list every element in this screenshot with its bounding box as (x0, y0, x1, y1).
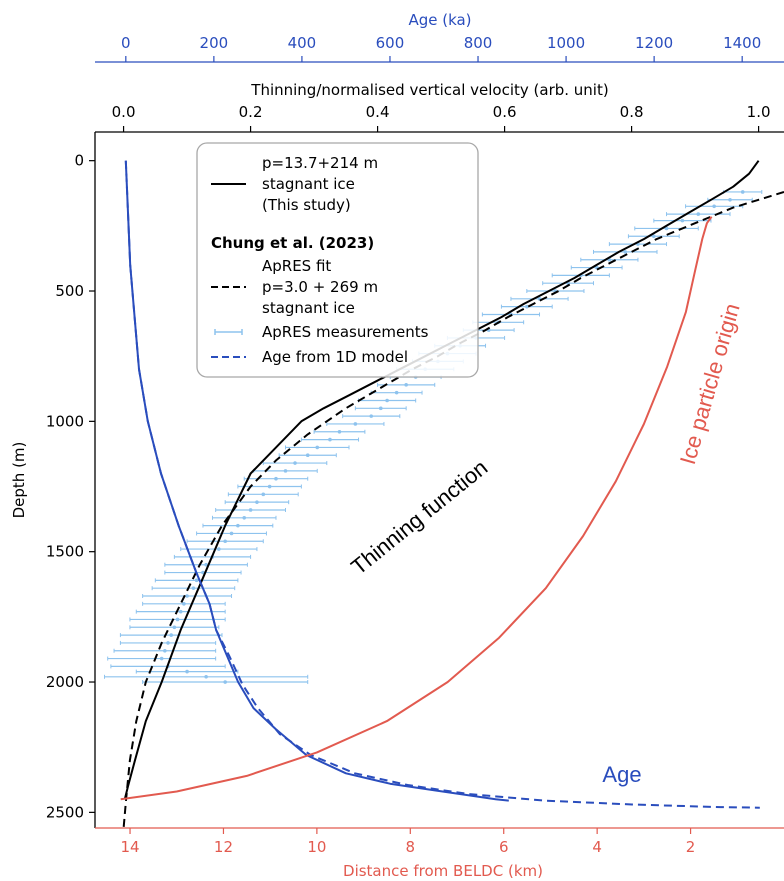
apres-measurement-point (204, 675, 208, 679)
distance-axis-tick-label: 14 (120, 838, 139, 856)
depth-axis-tick-label: 1000 (46, 412, 84, 430)
apres-measurement-point (385, 398, 389, 403)
apres-measurement-point (223, 539, 227, 544)
apres-measurement-point (378, 406, 383, 411)
age-axis-tick-label: 800 (464, 34, 493, 52)
distance-axis-tick-label: 2 (686, 838, 696, 856)
apres-measurement-point (242, 515, 247, 520)
age-axis-tick-label: 1000 (547, 34, 585, 52)
apres-fit-line (122, 191, 784, 829)
distance-axis-tick-label: 12 (214, 838, 233, 856)
depth-axis-label: Depth (m) (10, 442, 28, 519)
distance-axis-tick-label: 6 (499, 838, 509, 856)
distance-axis-tick-label: 10 (307, 838, 326, 856)
apres-measurement-point (394, 390, 399, 395)
apres-measurement-point (159, 656, 164, 661)
apres-measurement-point (191, 586, 196, 590)
apres-measurement-point (652, 234, 656, 239)
apres-measurement-point (696, 212, 701, 216)
legend-label-apres-fit-3: stagnant ice (262, 299, 355, 317)
apres-measurement-point (223, 680, 227, 684)
apres-measurement-point (194, 578, 199, 583)
age-axis-tick-label: 400 (288, 34, 317, 52)
apres-measurement-point (166, 641, 170, 645)
legend: p=13.7+214 m stagnant ice (This study) C… (196, 142, 479, 378)
apres-measurement-point (337, 429, 342, 434)
age-axis-tick-label: 1200 (635, 34, 673, 52)
apres-measurement-point (217, 547, 221, 551)
apres-measurement-point (248, 508, 253, 512)
velocity-axis-tick-label: 0.4 (366, 103, 390, 121)
depth-axis-tick-label: 2500 (46, 803, 84, 821)
apres-measurement-point (175, 617, 180, 622)
legend-label-apres-fit-2: p=3.0 + 269 m (262, 278, 378, 296)
apres-measurement-point (163, 648, 167, 653)
apres-measurement-point (404, 383, 408, 387)
apres-measurement-point (353, 422, 358, 426)
apres-measurement-point (169, 633, 174, 637)
legend-label-apres-fit-1: ApRES fit (262, 257, 331, 275)
age-axis-tick-label: 200 (200, 34, 229, 52)
depth-axis-tick-label: 0 (74, 152, 84, 170)
apres-measurement-point (255, 500, 259, 504)
apres-measurement-point (293, 461, 297, 465)
apres-measurement-point (236, 523, 240, 528)
age-model-line (124, 160, 760, 809)
apres-measurement-point (229, 531, 234, 536)
apres-measurement-point (664, 226, 669, 231)
legend-label-apres-measurements: ApRES measurements (262, 323, 429, 341)
age-axis-tick-label: 1400 (723, 34, 761, 52)
apres-measurement-point (182, 602, 186, 606)
apres-measurement-point (185, 669, 189, 674)
apres-measurement-point (185, 594, 189, 598)
velocity-axis-tick-label: 0.0 (112, 103, 136, 121)
apres-measurement-point (204, 562, 208, 567)
apres-measurement-point (274, 476, 278, 481)
distance-axis-label: Distance from BELDC (km) (343, 862, 543, 880)
apres-measurement-point (712, 204, 716, 209)
apres-measurement-point (261, 492, 266, 497)
depth-axis-tick-label: 2000 (46, 673, 84, 691)
distance-axis-tick-label: 4 (592, 838, 602, 856)
apres-measurement-point (369, 414, 374, 418)
apres-measurement-point (680, 218, 685, 223)
apres-measurement-point (283, 469, 288, 473)
ice-particle-origin-line (120, 216, 713, 801)
depth-axis-tick-label: 1500 (46, 543, 84, 561)
age-axis-tick-label: 0 (121, 34, 131, 52)
annotation-age: Age (602, 762, 641, 787)
apres-measurement-point (267, 484, 272, 489)
apres-measurement-point (305, 453, 310, 458)
depth-axis-tick-label: 500 (55, 282, 84, 300)
apres-measurement-point (328, 437, 332, 442)
velocity-axis-tick-label: 0.2 (239, 103, 263, 121)
apres-measurement-point (740, 190, 745, 194)
legend-label-this-study-2: stagnant ice (262, 175, 355, 193)
legend-box (196, 142, 479, 378)
apres-measurement-point (623, 250, 628, 254)
velocity-axis-tick-label: 0.6 (493, 103, 517, 121)
axis-ticks-layer: 0 200 400 600 800 1000 1200 1400 0.0 0.2 0.4 0.6 0.8… (46, 34, 771, 856)
velocity-axis-tick-label: 1.0 (747, 103, 771, 121)
age-axis-label: Age (ka) (408, 11, 471, 29)
apres-measurement-point (178, 609, 183, 614)
apres-measurement-point (315, 445, 320, 450)
apres-measurement-point (525, 304, 529, 309)
velocity-axis-label: Thinning/normalised vertical velocity (a… (250, 81, 608, 99)
legend-label-this-study-1: p=13.7+214 m (262, 154, 378, 172)
velocity-axis-tick-label: 0.8 (620, 103, 644, 121)
apres-measurements-layer (104, 189, 763, 685)
legend-label-age-model: Age from 1D model (262, 348, 408, 366)
legend-header-chung: Chung et al. (2023) (211, 234, 374, 252)
apres-measurement-point (728, 197, 732, 202)
apres-measurement-point (172, 625, 177, 630)
legend-label-this-study-3: (This study) (262, 196, 351, 214)
distance-axis-tick-label: 8 (406, 838, 416, 856)
age-axis-tick-label: 600 (376, 34, 405, 52)
